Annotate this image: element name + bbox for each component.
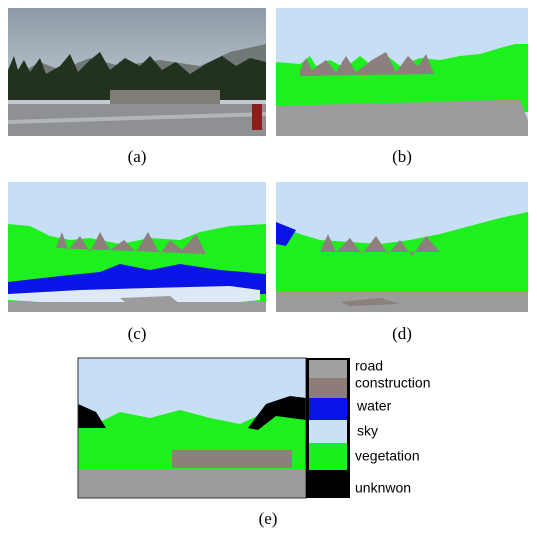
segmentation-d <box>276 182 528 312</box>
caption: (e) <box>259 509 278 528</box>
legend-swatches <box>306 358 350 498</box>
photo-a <box>8 8 266 136</box>
legend-label: unknwon <box>355 480 411 496</box>
segmentation-e <box>78 358 306 498</box>
legend-label: water <box>356 398 392 414</box>
legend-label: vegetation <box>355 448 420 464</box>
caption: (b) <box>392 147 412 166</box>
caption: (d) <box>392 324 412 343</box>
segmentation-c <box>8 182 266 312</box>
legend-label: construction <box>355 375 430 391</box>
figure: (a) (b) (c) (d) (e) road construction wa… <box>0 0 537 534</box>
caption: (c) <box>128 324 147 343</box>
legend-label: sky <box>357 423 378 439</box>
segmentation-b <box>276 8 528 136</box>
legend-label: road <box>355 358 383 374</box>
caption: (a) <box>128 147 147 166</box>
